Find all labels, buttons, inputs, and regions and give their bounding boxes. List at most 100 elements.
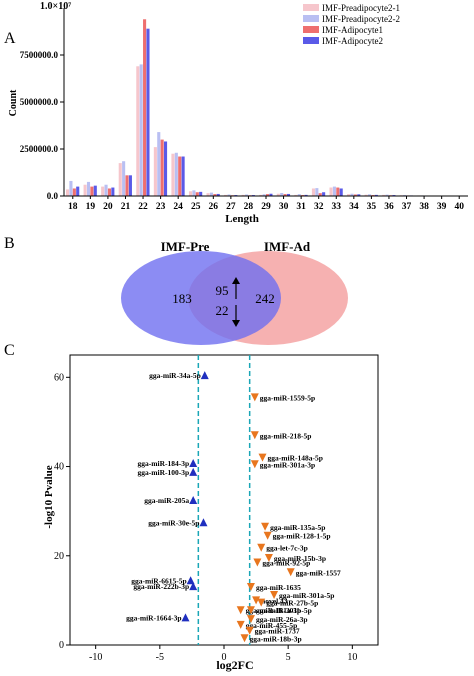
bar — [139, 64, 143, 197]
point-label: gga-miR-1559-5p — [260, 393, 315, 402]
upregulated-point — [245, 626, 254, 635]
x-tick-label: 34 — [349, 202, 359, 212]
x-tick-label: 39 — [437, 202, 447, 212]
venn-diagram: IMF-Pre IMF-Ad 183 95 22 242 — [121, 239, 348, 345]
bar — [101, 186, 105, 196]
bar — [157, 132, 161, 196]
axes-group: -10 -5 0 5 10 0 20 40 60 — [54, 354, 379, 663]
upregulated-point — [236, 620, 245, 629]
bar — [353, 194, 357, 196]
point-label: novel.43 — [261, 596, 288, 605]
bar — [104, 184, 108, 196]
bar — [195, 192, 199, 196]
y-axis-title: Count — [8, 89, 19, 116]
bar — [269, 193, 273, 196]
downregulated-point — [186, 576, 195, 585]
point-label: gga-miR-18b-3p — [250, 634, 302, 643]
point-label: gga-miR-301a-5p — [279, 591, 334, 600]
x-tick-label: 21 — [121, 202, 131, 212]
x-tick-label: 30 — [279, 202, 289, 212]
point-label: gga-miR-301b-5p — [256, 606, 312, 615]
y-tick-label: 7500000.0 — [20, 50, 59, 60]
x-tick-label: 40 — [454, 202, 464, 212]
bar — [122, 161, 126, 196]
x-tick-label: 26 — [209, 202, 219, 212]
downregulated-point — [199, 518, 208, 527]
upregulated-point — [263, 531, 272, 540]
x-tick-label: 37 — [402, 202, 412, 212]
bar — [294, 194, 298, 196]
legend-swatch — [303, 15, 319, 22]
point-label: gga-miR-30e-5p — [148, 518, 199, 527]
point-label: gga-miR-181a-3p — [246, 606, 301, 615]
panel-label-c: C — [4, 342, 15, 359]
venn-right-title: IMF-Ad — [264, 239, 311, 254]
bar — [118, 163, 122, 196]
upregulated-point — [257, 543, 266, 552]
venn-left-only-count: 183 — [172, 291, 192, 306]
downregulated-point — [181, 613, 190, 622]
bar — [216, 193, 220, 196]
bar — [160, 139, 164, 196]
legend-swatch — [303, 37, 319, 44]
bar — [209, 192, 214, 196]
point-label: gga-let-7c-3p — [266, 544, 308, 553]
legend: IMF-Preadipocyte2-1IMF-Preadipocyte2-2IM… — [303, 3, 400, 46]
length-distribution-bar-chart: 0.0 2500000.0 5000000.0 7500000.0 18 19 20 21 22… — [8, 1, 468, 225]
legend-label: IMF-Adipocyte1 — [322, 25, 383, 35]
bar — [90, 186, 94, 196]
bar — [146, 28, 150, 197]
point-label: gga-miR-128-1-5p — [273, 532, 331, 541]
upregulated-point — [258, 453, 267, 462]
downregulated-point — [189, 467, 198, 476]
x-tick-label: 38 — [419, 202, 429, 212]
upregulated-point — [250, 393, 259, 402]
venn-right-only-count: 242 — [255, 291, 275, 306]
down-arrow-icon — [232, 305, 240, 327]
x-tick-label: 5 — [286, 652, 291, 663]
upregulated-point — [240, 634, 249, 643]
x-tick-label: 18 — [68, 202, 78, 212]
downregulated-point — [189, 496, 198, 504]
y-tick-label: 20 — [54, 551, 64, 562]
bar — [136, 66, 140, 196]
panel-label-b: B — [4, 235, 15, 252]
x-tick-label: 33 — [332, 202, 342, 212]
bar — [357, 194, 361, 196]
venn-overlap-down-count: 22 — [216, 303, 229, 318]
upregulated-point — [286, 568, 295, 577]
point-label: gga-miR-34a-5p — [149, 371, 201, 380]
point-label: gga-miR-135a-5p — [270, 523, 325, 532]
point-label: gga-miR-222b-3p — [133, 582, 189, 591]
point-label: gga-miR-6615-5p — [131, 576, 186, 585]
x-axis-title: Length — [225, 213, 259, 225]
upregulated-point — [246, 606, 255, 615]
x-tick-label: 19 — [86, 202, 96, 212]
legend-label: IMF-Preadipocyte2-1 — [322, 3, 400, 13]
bar — [297, 194, 301, 196]
volcano-scatter-plot: -10 -5 0 5 10 0 20 40 60 gga-miR-34a-5p gga-miR-1… — [43, 354, 379, 672]
bar — [364, 194, 368, 196]
bar — [153, 147, 157, 196]
bar — [304, 194, 308, 196]
bar — [206, 193, 210, 196]
point-label: gga-miR-1664-3p — [126, 613, 181, 622]
bar — [280, 192, 284, 196]
point-label: gga-miR-27b-5p — [266, 599, 318, 608]
bar — [350, 193, 354, 196]
bar — [128, 175, 132, 196]
point-label: gga-miR-301a-3p — [260, 460, 315, 469]
venn-left-circle — [121, 251, 281, 345]
bar — [213, 194, 217, 196]
upregulated-point — [257, 598, 266, 607]
bar — [171, 153, 175, 196]
upregulated-point — [246, 615, 255, 624]
bar — [339, 188, 343, 196]
upregulated-point — [252, 596, 261, 605]
bar — [311, 188, 316, 196]
x-tick-label: 35 — [367, 202, 377, 212]
up-arrow-icon — [232, 277, 240, 299]
point-label: gga-miR-1557 — [296, 568, 341, 577]
panel-label-a: A — [4, 30, 16, 47]
x-tick-label: -10 — [89, 652, 102, 663]
